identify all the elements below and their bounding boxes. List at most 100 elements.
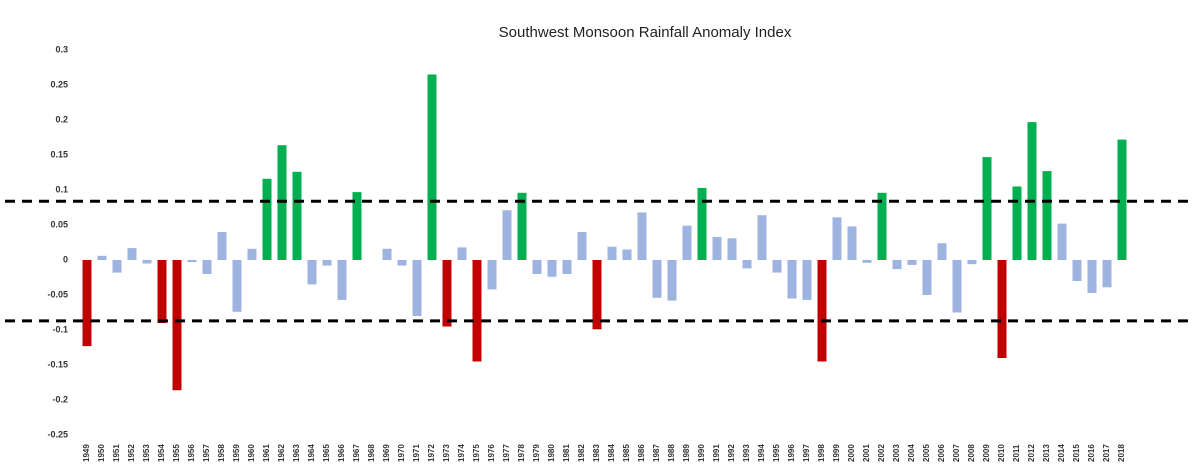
x-tick-label: 1980 <box>547 444 556 462</box>
bar <box>1087 260 1097 293</box>
y-tick-label: -0.2 <box>52 394 68 404</box>
x-tick-label: 2007 <box>952 444 961 462</box>
bar <box>772 260 782 273</box>
x-tick-label: 1982 <box>577 444 586 462</box>
chart-title: Southwest Monsoon Rainfall Anomaly Index <box>499 24 792 41</box>
x-tick-label: 1979 <box>532 444 541 462</box>
bar <box>1057 223 1067 260</box>
bar <box>517 192 527 260</box>
x-tick-label: 1981 <box>562 444 571 462</box>
x-tick-label: 1988 <box>667 444 676 462</box>
bar <box>217 232 227 260</box>
y-tick-label: -0.05 <box>47 289 68 299</box>
x-tick-label: 2000 <box>847 444 856 462</box>
y-tick-label: -0.15 <box>47 359 68 369</box>
bar <box>817 260 827 362</box>
y-tick-label: 0.05 <box>50 219 68 229</box>
bar <box>502 210 512 260</box>
x-tick-label: 1969 <box>382 444 391 462</box>
bar <box>742 260 752 269</box>
x-tick-label: 1977 <box>502 444 511 462</box>
x-tick-label: 1994 <box>757 444 766 462</box>
bar <box>1102 260 1112 288</box>
x-tick-label: 2013 <box>1042 444 1051 462</box>
bar <box>337 260 347 300</box>
bar <box>547 260 557 277</box>
x-tick-label: 1958 <box>217 444 226 462</box>
x-tick-label: 2009 <box>982 444 991 462</box>
x-tick-label: 1996 <box>787 444 796 462</box>
x-tick-label: 2002 <box>877 444 886 462</box>
y-tick-label: -0.25 <box>47 429 68 439</box>
bar <box>997 260 1007 358</box>
bar <box>907 260 917 265</box>
bar <box>802 260 812 300</box>
x-tick-label: 1966 <box>337 444 346 462</box>
bar <box>352 192 362 260</box>
bar <box>667 260 677 301</box>
bar <box>307 260 317 285</box>
bar <box>892 260 902 270</box>
bar <box>757 215 767 260</box>
x-tick-label: 1983 <box>592 444 601 462</box>
x-tick-label: 1999 <box>832 444 841 462</box>
x-tick-label: 1956 <box>187 444 196 462</box>
y-tick-label: 0.25 <box>50 79 68 89</box>
bar <box>787 260 797 299</box>
x-tick-label: 1963 <box>292 444 301 462</box>
x-tick-label: 2016 <box>1087 444 1096 462</box>
x-tick-label: 1971 <box>412 444 421 462</box>
bar <box>652 260 662 298</box>
bar <box>397 260 407 266</box>
bar <box>412 260 422 316</box>
bar <box>967 260 977 265</box>
bar <box>427 74 437 260</box>
x-tick-label: 2008 <box>967 444 976 462</box>
bar <box>937 243 947 260</box>
bar <box>187 260 197 263</box>
bar <box>697 187 707 260</box>
bar <box>442 260 452 327</box>
bar <box>847 226 857 260</box>
bar <box>1072 260 1082 281</box>
y-tick-label: 0.3 <box>55 44 68 54</box>
x-tick-label: 1986 <box>637 444 646 462</box>
x-tick-label: 1955 <box>172 444 181 462</box>
bar <box>322 260 332 266</box>
x-tick-label: 1964 <box>307 444 316 462</box>
y-tick-label: -0.1 <box>52 324 68 334</box>
x-tick-label: 1961 <box>262 444 271 462</box>
x-tick-label: 1990 <box>697 444 706 462</box>
x-tick-label: 1989 <box>682 444 691 462</box>
x-tick-label: 2010 <box>997 444 1006 462</box>
x-tick-label: 1965 <box>322 444 331 462</box>
bar <box>592 260 602 330</box>
bar <box>712 236 722 260</box>
bar <box>922 260 932 295</box>
y-tick-label: 0 <box>63 254 68 264</box>
bar <box>682 225 692 260</box>
bar <box>262 178 272 260</box>
x-tick-label: 1968 <box>367 444 376 462</box>
bar <box>82 260 92 347</box>
x-tick-label: 2004 <box>907 444 916 462</box>
bar <box>637 212 647 260</box>
x-tick-label: 1974 <box>457 444 466 462</box>
bar <box>1042 171 1052 260</box>
bar <box>877 192 887 260</box>
x-tick-label: 1973 <box>442 444 451 462</box>
x-tick-label: 2006 <box>937 444 946 462</box>
x-tick-label: 1962 <box>277 444 286 462</box>
bar <box>457 247 467 260</box>
bar <box>172 260 182 391</box>
bar <box>202 260 212 274</box>
bar <box>292 171 302 260</box>
bar <box>97 255 107 260</box>
x-tick-label: 2014 <box>1057 444 1066 462</box>
bar <box>622 249 632 260</box>
bar <box>577 232 587 260</box>
bar <box>157 260 167 323</box>
x-tick-label: 1953 <box>142 444 151 462</box>
x-tick-label: 1952 <box>127 444 136 462</box>
